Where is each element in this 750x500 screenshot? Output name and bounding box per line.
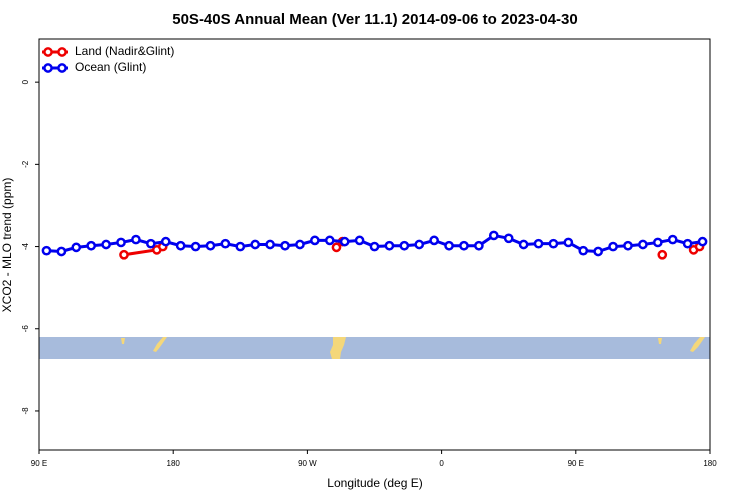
x-tick-label: 90 E [31, 459, 47, 468]
y-tick-label: -8 [21, 407, 30, 415]
point [310, 235, 320, 246]
point [563, 237, 574, 248]
point [175, 240, 186, 251]
point [205, 240, 216, 251]
point [459, 240, 469, 251]
point [119, 249, 129, 260]
point [71, 242, 82, 253]
point [414, 239, 425, 250]
point [444, 240, 454, 251]
point [190, 241, 201, 252]
point [652, 237, 663, 248]
chart-title: 50S-40S Annual Mean (Ver 11.1) 2014-09-0… [172, 11, 578, 28]
point [369, 241, 380, 252]
point [339, 236, 350, 247]
y-tick-label: -4 [21, 242, 30, 250]
point [280, 240, 290, 251]
point [503, 233, 514, 244]
y-tick-label: -2 [21, 160, 30, 168]
point [697, 236, 708, 247]
point [56, 246, 67, 257]
x-axis-label: Longitude (deg E) [327, 476, 422, 490]
point [265, 239, 275, 250]
point [533, 238, 544, 249]
point [101, 239, 111, 250]
point [608, 241, 618, 252]
x-tick-label: 90 W [298, 459, 317, 468]
x-tick-label: 180 [167, 459, 181, 468]
y-axis-label: XCO2 - MLO trend (ppm) [0, 178, 14, 313]
point [638, 239, 648, 250]
y-tick-label: -6 [21, 325, 30, 333]
legend-marker [43, 63, 53, 73]
land-blob [121, 338, 125, 344]
legend-label: Land (Nadir&Glint) [75, 44, 174, 58]
point [131, 234, 141, 245]
point [41, 245, 52, 256]
point [354, 235, 365, 246]
point [593, 246, 604, 257]
land-blob [658, 338, 662, 344]
point [331, 242, 342, 253]
land-blob [330, 337, 346, 359]
map-strip [39, 337, 710, 359]
point [474, 240, 484, 251]
land-blob [690, 337, 705, 352]
point [324, 235, 335, 246]
legend-marker [57, 47, 67, 57]
point [116, 237, 126, 248]
y-tick-label: 0 [21, 79, 30, 84]
point [86, 240, 97, 251]
legend-label: Ocean (Glint) [75, 60, 146, 74]
point [235, 241, 246, 252]
point [667, 234, 678, 245]
point [548, 238, 559, 249]
point [145, 238, 156, 249]
point [657, 249, 668, 260]
x-tick-label: 0 [439, 459, 444, 468]
point [623, 240, 633, 251]
point [160, 236, 171, 247]
point [250, 239, 261, 250]
point [295, 239, 305, 250]
point [399, 240, 410, 251]
x-tick-label: 180 [703, 459, 717, 468]
point [682, 238, 693, 249]
ocean-band [39, 337, 710, 359]
x-tick-label: 90 E [568, 459, 584, 468]
point [578, 245, 589, 256]
point [429, 235, 439, 246]
point [384, 240, 395, 251]
plot-frame [38, 38, 711, 451]
land-blob [153, 337, 167, 352]
legend-marker [57, 63, 67, 73]
point [488, 230, 499, 241]
point [220, 238, 231, 249]
point [518, 239, 529, 250]
legend-marker [43, 47, 53, 57]
